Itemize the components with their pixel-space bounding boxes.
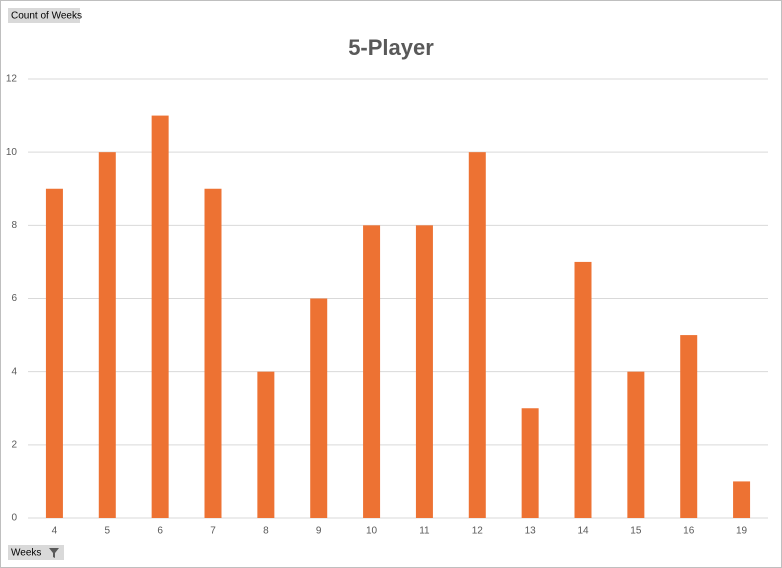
bar xyxy=(363,225,381,519)
filter-icon xyxy=(49,548,59,558)
axis-field-label: Weeks xyxy=(11,548,41,559)
y-tick-label: 8 xyxy=(11,220,17,231)
x-tick-label: 9 xyxy=(316,526,322,537)
chart-title: 5-Player xyxy=(348,35,434,60)
bar xyxy=(680,335,698,518)
bar xyxy=(415,225,433,519)
bar xyxy=(98,152,116,518)
bar xyxy=(627,371,645,518)
bar xyxy=(733,481,751,518)
bar xyxy=(45,188,63,518)
bar xyxy=(151,115,169,518)
bar xyxy=(310,298,328,518)
y-tick-label: 6 xyxy=(11,293,17,304)
bar xyxy=(204,188,222,518)
x-tick-label: 8 xyxy=(263,526,269,537)
x-tick-label: 19 xyxy=(736,526,748,537)
x-tick-label: 13 xyxy=(525,526,537,537)
x-tick-label: 15 xyxy=(630,526,642,537)
x-tick-label: 14 xyxy=(577,526,589,537)
x-tick-label: 6 xyxy=(157,526,163,537)
value-field-label: Count of Weeks xyxy=(11,11,82,22)
y-tick-label: 10 xyxy=(6,147,18,158)
bar xyxy=(574,261,592,518)
x-tick-label: 5 xyxy=(105,526,111,537)
x-tick-label: 7 xyxy=(210,526,216,537)
bar xyxy=(468,152,486,518)
x-tick-label: 10 xyxy=(366,526,378,537)
x-tick-label: 12 xyxy=(472,526,484,537)
x-tick-label: 4 xyxy=(52,526,58,537)
bar xyxy=(521,408,539,518)
y-tick-label: 2 xyxy=(11,439,17,450)
y-tick-label: 12 xyxy=(6,74,18,85)
x-tick-label: 16 xyxy=(683,526,695,537)
x-tick-label: 11 xyxy=(419,526,430,537)
y-tick-label: 0 xyxy=(11,513,17,524)
value-field-button[interactable] xyxy=(8,8,80,23)
bar xyxy=(257,371,275,518)
y-tick-label: 4 xyxy=(11,366,17,377)
